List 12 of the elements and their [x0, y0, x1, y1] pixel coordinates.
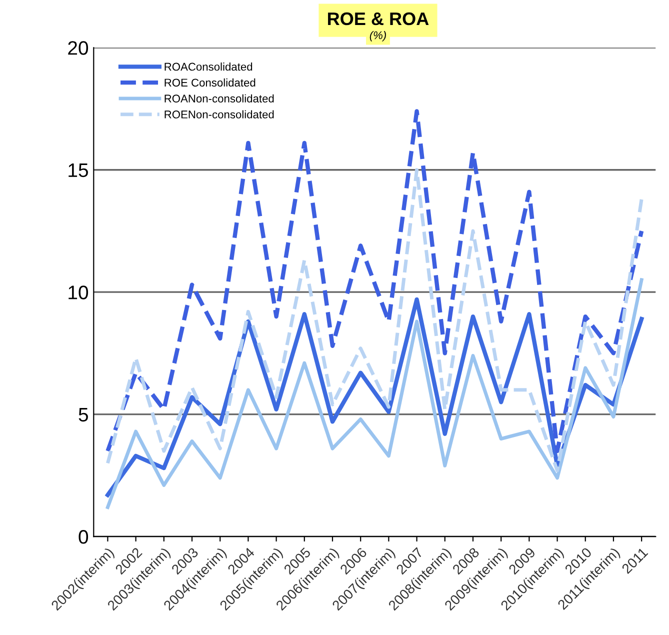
chart-title: ROE & ROA — [328, 12, 429, 26]
legend-label: ROE Consolidated — [164, 78, 256, 87]
y-tick-label: 20 — [68, 41, 88, 55]
legend-label: ROANon-consolidated — [164, 94, 274, 102]
y-tick-label: 15 — [68, 164, 88, 178]
line-series — [106, 168, 644, 472]
y-tick-label: 0 — [78, 530, 88, 544]
chart-subtitle: (%) — [370, 31, 386, 42]
legend-label: ROENon-consolidated — [164, 110, 274, 118]
y-tick-label: 5 — [78, 408, 88, 422]
legend-label: ROAConsolidated — [164, 62, 252, 71]
y-tick-label: 10 — [68, 286, 88, 300]
